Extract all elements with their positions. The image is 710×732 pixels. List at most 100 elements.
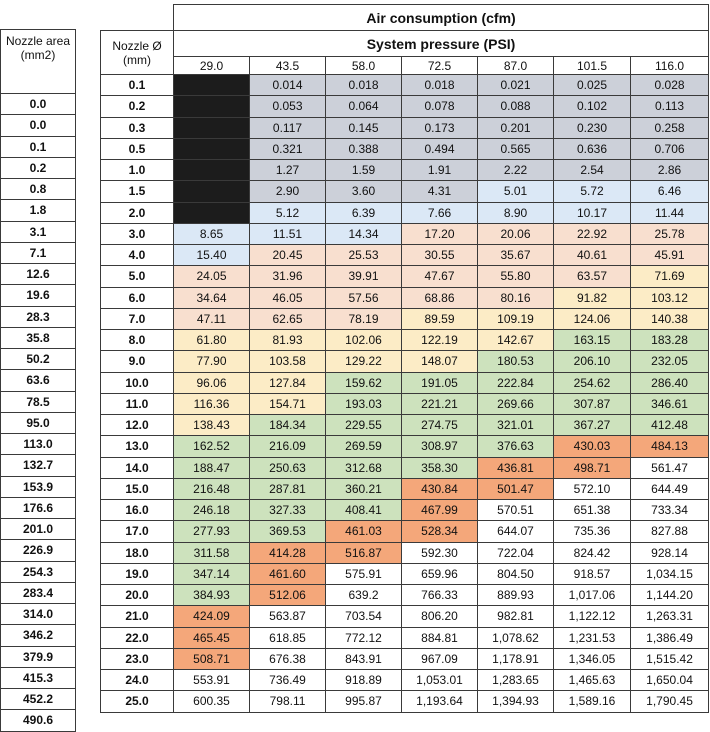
consumption-cell: 269.59 xyxy=(325,435,402,458)
air-consumption-body: 0.1 0.014 0.018 0.018 0.021 0.025 0.028 0.2 0.05… xyxy=(100,73,710,713)
consumption-cell: 2.90 xyxy=(249,180,326,203)
nozzle-area-table: Nozzle area (mm2) 0.0 0.0 0.1 0.2 0.8 1.8 3.1 7… xyxy=(0,4,76,732)
consumption-cell: 277.93 xyxy=(173,520,250,543)
consumption-cell: 6.39 xyxy=(325,201,402,224)
consumption-cell: 77.90 xyxy=(173,350,250,373)
nozzle-area-row: 254.3 xyxy=(0,560,76,583)
consumption-cell: 722.04 xyxy=(477,541,554,564)
nozzle-diameter-cell: 4.0 xyxy=(100,243,174,267)
nozzle-area-row: 113.0 xyxy=(0,432,76,456)
pressure-header-5: 101.5 xyxy=(553,56,631,75)
consumption-cell: 5.72 xyxy=(553,180,631,203)
consumption-cell: 81.93 xyxy=(249,328,326,352)
nozzle-area-cell: 63.6 xyxy=(0,369,76,392)
consumption-cell: 1,144.20 xyxy=(629,583,710,607)
consumption-cell: 467.99 xyxy=(401,498,478,522)
consumption-cell: 659.96 xyxy=(401,562,478,586)
consumption-cell: 20.06 xyxy=(477,222,554,246)
nozzle-diameter-cell: 11.0 xyxy=(100,392,174,416)
consumption-cell: 461.60 xyxy=(249,562,326,586)
table-row: 11.0 116.36 154.71 193.03 221.21 269.66 307.87… xyxy=(100,392,710,416)
consumption-cell: 928.14 xyxy=(629,541,710,564)
consumption-cell: 1,346.05 xyxy=(553,647,631,671)
nozzle-area-cell: 0.2 xyxy=(0,156,76,180)
nozzle-diameter-cell: 0.1 xyxy=(100,73,174,97)
consumption-cell: 516.87 xyxy=(325,541,402,564)
consumption-cell: 0.088 xyxy=(477,95,554,118)
consumption-cell: 14.34 xyxy=(325,222,402,246)
pressure-header-0: 29.0 xyxy=(173,56,250,75)
nozzle-diameter-cell: 5.0 xyxy=(100,265,174,288)
consumption-cell xyxy=(173,95,250,118)
consumption-cell: 0.258 xyxy=(629,116,710,139)
consumption-cell: 188.47 xyxy=(173,456,250,479)
air-consumption-table: Air consumption (cfm) Nozzle Ø (mm) Syst… xyxy=(100,4,710,713)
consumption-cell: 0.014 xyxy=(249,73,326,97)
consumption-cell: 254.62 xyxy=(553,371,631,394)
consumption-cell: 1,178.91 xyxy=(477,647,554,671)
nozzle-area-row: 0.0 xyxy=(0,92,76,116)
consumption-cell: 1.59 xyxy=(325,158,402,182)
consumption-cell: 358.30 xyxy=(401,456,478,479)
nozzle-area-cell: 0.1 xyxy=(0,135,76,158)
consumption-cell xyxy=(173,73,250,97)
consumption-cell: 15.40 xyxy=(173,243,250,267)
consumption-cell: 10.17 xyxy=(553,201,631,224)
consumption-cell: 430.03 xyxy=(553,435,631,458)
nozzle-area-cell: 95.0 xyxy=(0,411,76,435)
consumption-cell: 116.36 xyxy=(173,392,250,416)
table-row: 25.0 600.35 798.11 995.87 1,193.64 1,394.93 1,… xyxy=(100,690,710,713)
table-row: 7.0 47.11 62.65 78.19 89.59 109.19 124.06 140.3… xyxy=(100,307,710,331)
consumption-cell: 71.69 xyxy=(629,265,710,288)
consumption-cell: 430.84 xyxy=(401,477,478,501)
table-row: 0.2 0.053 0.064 0.078 0.088 0.102 0.113 xyxy=(100,95,710,118)
nozzle-area-row: 35.8 xyxy=(0,326,76,350)
consumption-cell: 6.46 xyxy=(629,180,710,203)
consumption-cell: 62.65 xyxy=(249,307,326,331)
nozzle-area-row: 12.6 xyxy=(0,262,76,286)
consumption-cell: 91.82 xyxy=(553,286,631,309)
consumption-cell: 1,263.31 xyxy=(629,605,710,628)
nozzle-area-cell: 1.8 xyxy=(0,199,76,222)
consumption-cell: 180.53 xyxy=(477,350,554,373)
nozzle-area-row: 0.2 xyxy=(0,156,76,180)
spacer xyxy=(1,4,76,30)
nozzle-diameter-cell: 16.0 xyxy=(100,498,174,522)
consumption-cell: 35.67 xyxy=(477,243,554,267)
table-row: 15.0 216.48 287.81 360.21 430.84 501.47 572.10… xyxy=(100,477,710,501)
consumption-cell: 1.91 xyxy=(401,158,478,182)
nozzle-diameter-cell: 1.5 xyxy=(100,180,174,203)
consumption-cell: 11.51 xyxy=(249,222,326,246)
table-row: 12.0 138.43 184.34 229.55 274.75 321.01 367.27… xyxy=(100,413,710,437)
consumption-cell: 47.11 xyxy=(173,307,250,331)
nozzle-area-row: 28.3 xyxy=(0,305,76,328)
consumption-cell: 347.14 xyxy=(173,562,250,586)
nozzle-area-header-line1: Nozzle area xyxy=(5,34,71,48)
consumption-cell: 8.90 xyxy=(477,201,554,224)
consumption-cell: 229.55 xyxy=(325,413,402,437)
nozzle-area-row: 201.0 xyxy=(0,517,76,541)
consumption-cell: 408.41 xyxy=(325,498,402,522)
nozzle-area-row: 346.2 xyxy=(0,624,76,647)
consumption-cell: 889.93 xyxy=(477,583,554,607)
nozzle-area-row: 63.6 xyxy=(0,369,76,392)
consumption-cell: 138.43 xyxy=(173,413,250,437)
consumption-cell: 8.65 xyxy=(173,222,250,246)
consumption-cell: 184.34 xyxy=(249,413,326,437)
table-row: 0.1 0.014 0.018 0.018 0.021 0.025 0.028 xyxy=(100,73,710,97)
consumption-cell: 0.102 xyxy=(553,95,631,118)
consumption-cell: 736.49 xyxy=(249,668,326,692)
consumption-cell xyxy=(173,137,250,161)
consumption-cell: 553.91 xyxy=(173,668,250,692)
table-row: 22.0 465.45 618.85 772.12 884.81 1,078.62 1,23… xyxy=(100,626,710,649)
nozzle-area-row: 78.5 xyxy=(0,390,76,413)
nozzle-area-body: 0.0 0.0 0.1 0.2 0.8 1.8 3.1 7.1 12.6 19.6 28.3 35.8… xyxy=(0,92,76,732)
consumption-cell: 127.84 xyxy=(249,371,326,394)
nozzle-diameter-cell: 13.0 xyxy=(100,435,174,458)
nozzle-area-cell: 0.0 xyxy=(0,92,76,116)
nozzle-diameter-cell: 15.0 xyxy=(100,477,174,501)
consumption-cell: 20.45 xyxy=(249,243,326,267)
consumption-cell: 0.201 xyxy=(477,116,554,139)
consumption-cell: 570.51 xyxy=(477,498,554,522)
nozzle-area-cell: 12.6 xyxy=(0,262,76,286)
